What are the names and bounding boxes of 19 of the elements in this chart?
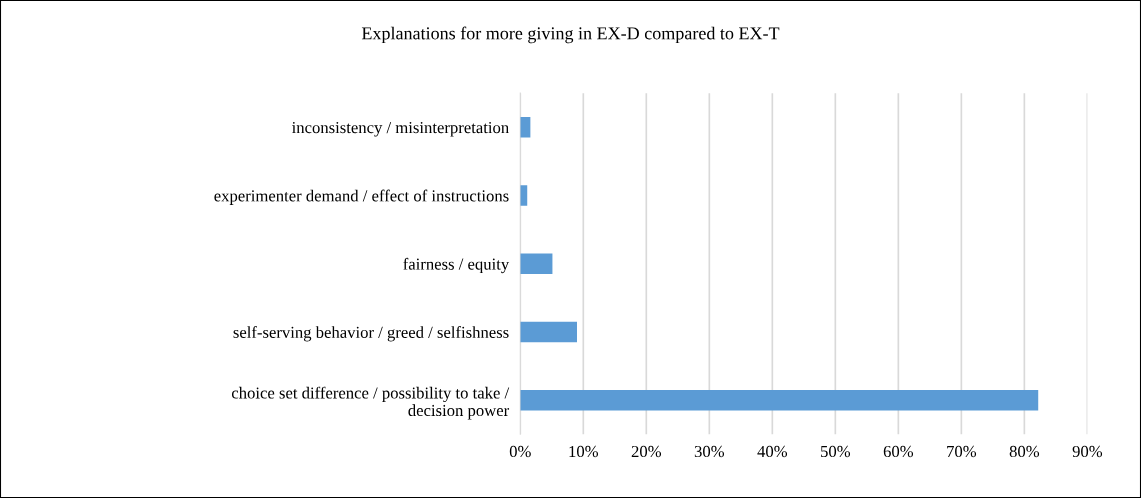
y-tick-label: choice set difference / possibility to take / decision power — [231, 386, 510, 420]
x-tick-label: 50% — [821, 445, 851, 458]
x-tick-label: 40% — [757, 445, 788, 458]
y-tick-label: experimenter demand / effect of instructions — [214, 189, 509, 205]
x-tick-label: 90% — [1072, 445, 1103, 458]
y-tick-label: self-serving behavior / greed / selfishness — [233, 326, 509, 342]
x-tick-label: 70% — [947, 445, 977, 458]
bar — [520, 389, 1039, 411]
y-tick-label: inconsistency / misinterpretation — [291, 121, 509, 137]
x-tick-label: 60% — [883, 445, 914, 458]
x-tick-label: 0% — [509, 445, 531, 458]
bar — [520, 253, 553, 274]
x-tick-label: 80% — [1009, 445, 1040, 458]
x-tick-label: 20% — [631, 445, 662, 458]
bar — [520, 321, 577, 343]
x-tick-label: 30% — [694, 445, 725, 458]
x-tick-label: 10% — [569, 445, 599, 458]
y-tick-label: fairness / equity — [403, 257, 510, 274]
chart-title: Explanations for more giving in EX-D compared to EX-T — [361, 26, 780, 44]
